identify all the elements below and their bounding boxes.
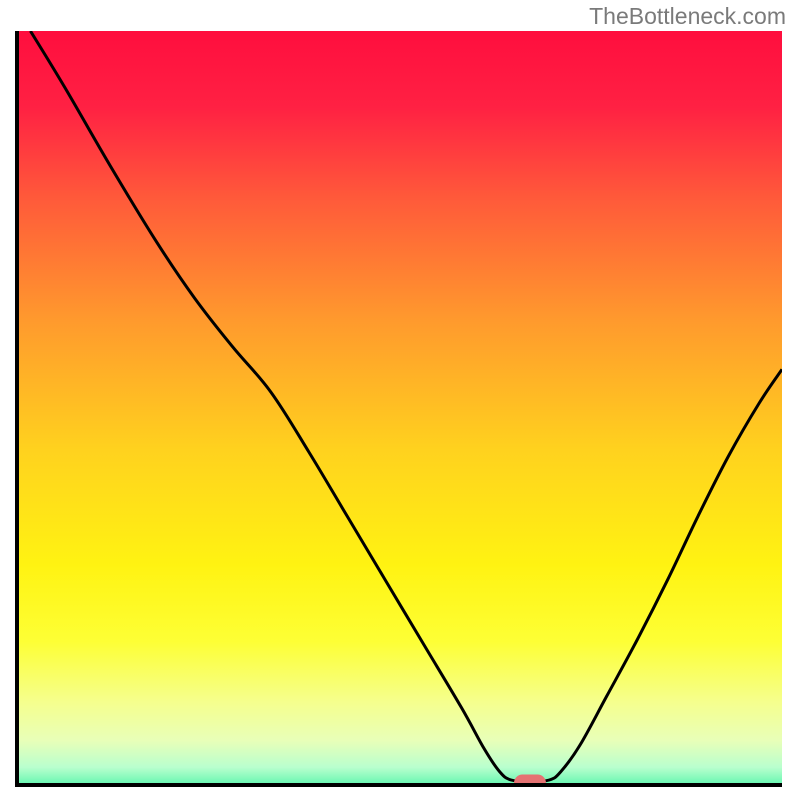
bottleneck-curve xyxy=(19,31,782,783)
y-axis xyxy=(15,31,19,787)
plot-area xyxy=(19,31,782,783)
optimal-point-marker xyxy=(514,775,546,784)
watermark-text: TheBottleneck.com xyxy=(589,3,786,30)
x-axis xyxy=(15,783,782,787)
bottleneck-chart: TheBottleneck.com xyxy=(0,0,800,800)
